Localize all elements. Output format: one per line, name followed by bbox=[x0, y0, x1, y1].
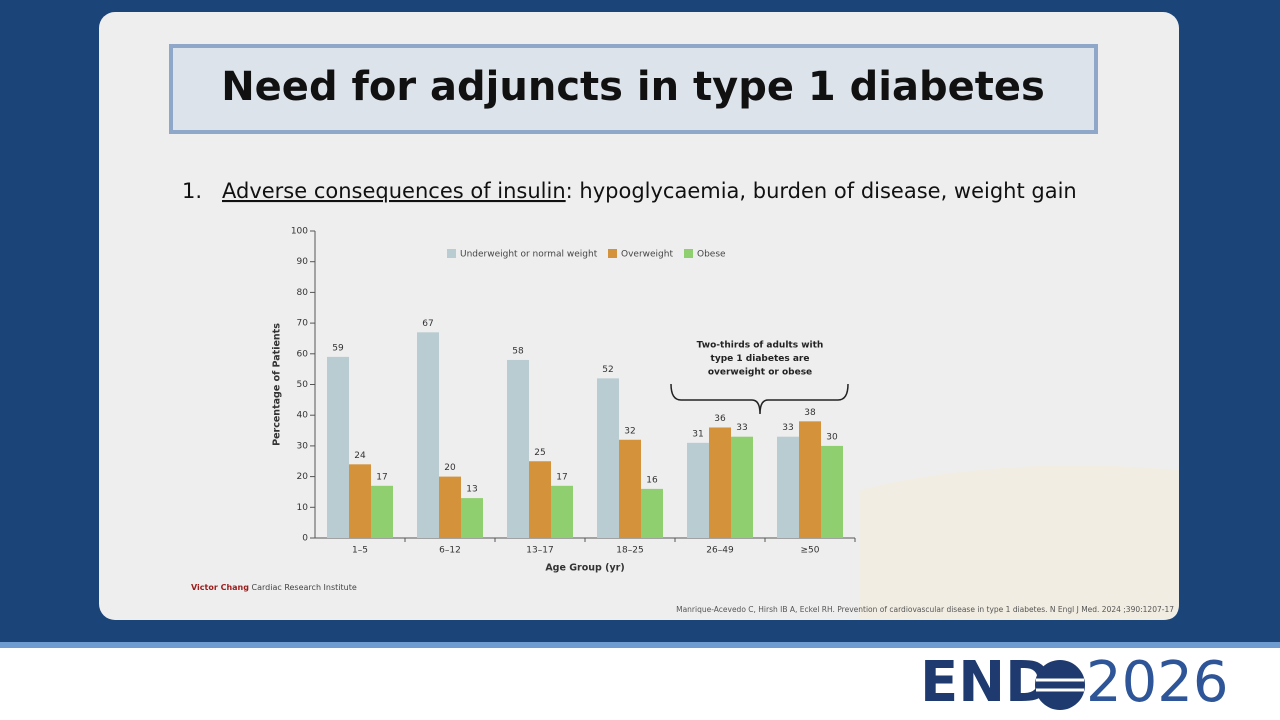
value-label: 30 bbox=[826, 432, 838, 442]
bullet-text: Adverse consequences of insulin: hypogly… bbox=[222, 179, 1077, 203]
value-label: 33 bbox=[736, 423, 747, 433]
y-tick-label: 60 bbox=[297, 349, 309, 359]
y-tick-label: 100 bbox=[291, 227, 308, 237]
legend-label: Overweight bbox=[621, 250, 673, 260]
value-label: 17 bbox=[376, 472, 387, 482]
citation: Manrique-Acevedo C, Hirsh IB A, Eckel RH… bbox=[676, 605, 1174, 614]
value-label: 33 bbox=[782, 423, 793, 433]
bar bbox=[529, 461, 551, 538]
bar bbox=[507, 359, 529, 538]
bar bbox=[371, 485, 393, 538]
legend-label: Underweight or normal weight bbox=[460, 250, 598, 260]
bar bbox=[551, 485, 573, 538]
bullet-number: 1. bbox=[182, 179, 202, 203]
x-tick-label: 6–12 bbox=[439, 546, 461, 556]
value-label: 13 bbox=[466, 485, 477, 495]
chart: 0 10 20 30 40 50 60 70 80 90 100 Percentage of Pati… bbox=[272, 227, 856, 574]
y-tick-label: 50 bbox=[297, 380, 309, 390]
y-tick-label: 30 bbox=[297, 441, 309, 451]
x-tick-label: 26–49 bbox=[706, 546, 734, 556]
bullet-underlined: Adverse consequences of insulin bbox=[222, 179, 566, 203]
y-tick-label: 80 bbox=[297, 288, 309, 298]
x-tick-label: ≥50 bbox=[801, 546, 820, 556]
annotation: overweight or obese bbox=[708, 368, 812, 378]
slide-title: Need for adjuncts in type 1 diabetes bbox=[221, 64, 1045, 110]
annotation: type 1 diabetes are bbox=[711, 354, 810, 364]
bar bbox=[619, 439, 641, 538]
x-tick-label: 13–17 bbox=[526, 546, 553, 556]
annotation-bracket bbox=[670, 383, 849, 415]
y-tick-label: 90 bbox=[297, 257, 309, 267]
value-label: 20 bbox=[444, 463, 456, 473]
value-label: 16 bbox=[646, 475, 658, 485]
value-label: 59 bbox=[332, 343, 344, 353]
bar bbox=[417, 332, 439, 538]
bar bbox=[327, 356, 349, 538]
value-label: 38 bbox=[804, 408, 816, 418]
annotation: Two-thirds of adults with bbox=[697, 341, 824, 351]
x-axis-label: Age Group (yr) bbox=[545, 563, 624, 574]
legend-swatch bbox=[447, 249, 456, 258]
bar bbox=[439, 476, 461, 538]
y-tick-label: 70 bbox=[297, 319, 309, 329]
value-label: 31 bbox=[692, 429, 703, 439]
bar bbox=[461, 498, 483, 538]
y-axis-label: Percentage of Patients bbox=[272, 323, 283, 446]
logo-left: END bbox=[920, 650, 1052, 715]
value-label: 52 bbox=[602, 365, 613, 375]
y-tick-label: 0 bbox=[302, 534, 308, 544]
bar bbox=[349, 464, 371, 538]
x-tick-label: 1–5 bbox=[352, 546, 368, 556]
value-label: 25 bbox=[534, 448, 545, 458]
bar bbox=[709, 427, 731, 538]
x-tick-label: 18–25 bbox=[616, 546, 643, 556]
credit-rest: Cardiac Research Institute bbox=[252, 583, 357, 592]
y-tick-label: 10 bbox=[297, 503, 309, 513]
bar bbox=[731, 436, 753, 538]
value-label: 24 bbox=[354, 451, 366, 461]
logo-right: 2026 bbox=[1086, 650, 1229, 715]
bar bbox=[687, 442, 709, 538]
logo-globe bbox=[1035, 660, 1085, 710]
legend-swatch bbox=[608, 249, 617, 258]
y-tick-label: 20 bbox=[297, 472, 309, 482]
value-label: 67 bbox=[422, 319, 433, 329]
credit: Victor Chang Cardiac Research Institute bbox=[191, 583, 357, 592]
bar bbox=[597, 378, 619, 538]
decoration bbox=[860, 465, 1179, 620]
value-label: 32 bbox=[624, 426, 635, 436]
divider bbox=[0, 642, 1280, 648]
legend-label: Obese bbox=[697, 250, 726, 260]
bar bbox=[821, 445, 843, 538]
y-tick-label: 40 bbox=[297, 411, 309, 421]
value-label: 17 bbox=[556, 472, 567, 482]
credit-name: Victor Chang bbox=[191, 583, 249, 592]
bullet-rest: : hypoglycaemia, burden of disease, weig… bbox=[566, 179, 1077, 203]
bar bbox=[777, 436, 799, 538]
value-label: 36 bbox=[714, 414, 726, 424]
legend-swatch bbox=[684, 249, 693, 258]
value-label: 58 bbox=[512, 346, 524, 356]
bar bbox=[641, 488, 663, 538]
title-box bbox=[169, 44, 1098, 134]
bar bbox=[799, 421, 821, 538]
